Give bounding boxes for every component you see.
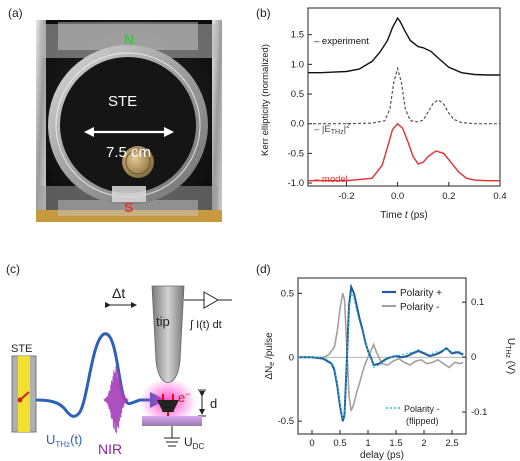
y-tick-right-label-d: 0 (471, 352, 476, 363)
x-tick-label-b: 0.2 (442, 191, 455, 202)
y-axis-label-b: Kerr ellipticity (normalized) (260, 44, 271, 156)
x-tick-label-d: 1 (365, 438, 370, 449)
y-axis-left-label-d: ΔNe /pulse (264, 332, 276, 380)
y-tick-label-b: 0.5 (291, 89, 304, 100)
legend-experiment: – experiment (314, 36, 369, 47)
plot-frame-d (297, 277, 467, 435)
y-tick-label-b: -0.5 (288, 148, 304, 159)
tip-label: tip (156, 314, 170, 329)
uthz-label: UTHz(t) (46, 432, 82, 449)
setup-schematic: STE Δt UTHz(t) NIR tip ∫ I(t) dt e− d (11, 285, 232, 457)
y-tick-label-b: 1.5 (291, 30, 304, 41)
panel-label-a: (a) (8, 6, 23, 20)
gap-label: d (210, 396, 217, 411)
delta-t-label: Δt (112, 285, 125, 301)
stm-tip (151, 285, 185, 383)
y-tick-right-label-d: -0.1 (471, 407, 487, 418)
panel-label-c: (c) (6, 262, 20, 276)
electron-yield-chart: 0 0.5 1 1.5 2 2.50.50-0.50.10-0.1 ΔNe /pulse … (264, 277, 516, 461)
panel-label-b: (b) (256, 6, 271, 20)
thz-pulse (35, 332, 150, 418)
x-tick-label-d: 1.5 (389, 438, 402, 449)
plot-frame-b (307, 7, 501, 187)
electron-label: e− (178, 389, 191, 405)
panel-a: (a) N (0, 0, 250, 230)
legend-flipped-label-2: (flipped) (406, 416, 439, 426)
x-tick-label-d: 2 (421, 438, 426, 449)
sample-plate (142, 416, 202, 426)
x-tick-label-b: 0.0 (391, 191, 404, 202)
x-axis-label-b: Time t (ps) (380, 210, 427, 221)
legend-flipped-label-1: Polarity - (404, 404, 440, 414)
legend-model: – model (314, 174, 348, 185)
x-tick-label-d: 0.5 (333, 438, 346, 449)
nir-label: NIR (98, 441, 122, 457)
series-line-flipped (298, 291, 464, 419)
series-line-experiment (308, 16, 500, 76)
y-tick-label-b: -1.0 (288, 178, 304, 189)
series-line-model (308, 122, 500, 182)
legend-minus-label: Polarity - (400, 302, 439, 313)
kerr-ellipticity-chart: -0.2 0.0 0.2 0.4 -1.0 -0.5 0.0 0.5 1.0 1.5 Kerr e… (260, 7, 507, 221)
x-tick-label-b: -0.2 (338, 191, 354, 202)
nir-oscillation (103, 366, 129, 434)
nir-pulse (103, 366, 129, 434)
integral-label: ∫ I(t) dt (189, 319, 222, 331)
magnet-photo: N S STE 7.5 cm (36, 20, 222, 222)
amplifier-symbol (203, 291, 220, 309)
legend-plus-label: Polarity + (400, 288, 442, 299)
y-tick-label-b: 1.0 (291, 59, 304, 70)
udc-label: UDC (184, 435, 204, 451)
panel-c: (c) STE Δt UTH (0, 230, 250, 461)
legend-ethz: – |ETHz|2 (314, 123, 350, 136)
y-tick-right-label-d: 0.1 (471, 297, 484, 308)
y-tick-left-label-d: 0 (289, 352, 294, 363)
y-tick-left-label-d: -0.5 (278, 416, 294, 427)
panel-d: (d) 0 0.5 1 1.5 2 2.5 0.5 0 -0.5 0.1 0 -0.1 ΔNe /pu… (250, 230, 520, 461)
x-tick-label-b: 0.4 (493, 191, 506, 202)
x-tick-label-d: 2.5 (445, 438, 458, 449)
y-axis-right-label-d: UTHz (V) (504, 338, 516, 374)
ste-schematic-label: STE (11, 343, 32, 355)
ste-label: STE (108, 93, 137, 110)
x-axis-label-d: delay (ps) (360, 450, 404, 461)
y-tick-left-label-d: 0.5 (281, 288, 294, 299)
y-tick-label-b: 0.0 (291, 119, 304, 130)
south-label: S (124, 199, 133, 215)
north-label: N (124, 31, 134, 47)
diameter-label: 7.5 cm (106, 144, 151, 161)
panel-b: (b) -0.2 0.0 0.2 0.4 -1.0 -0.5 0.0 0.5 1.0 1.5 Ke… (250, 0, 520, 230)
x-tick-label-d: 0 (309, 438, 314, 449)
series-line-ethz (308, 66, 500, 125)
panel-label-d: (d) (256, 262, 271, 276)
